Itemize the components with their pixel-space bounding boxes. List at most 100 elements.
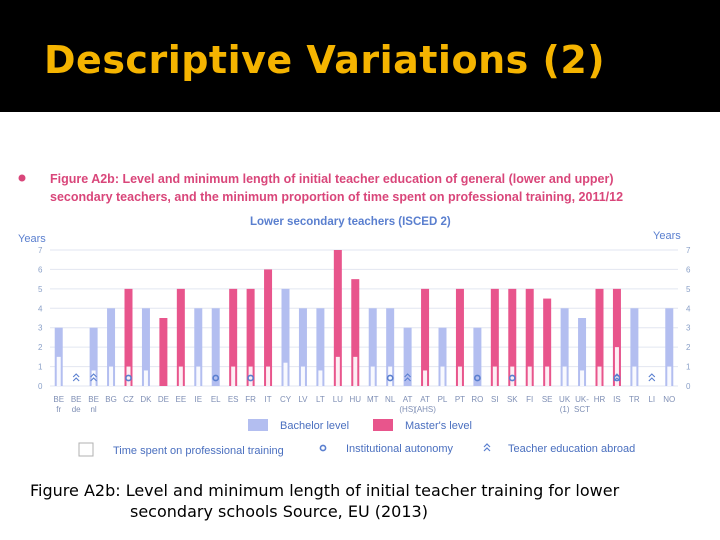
x-category-label: LV (298, 395, 308, 404)
x-category-label: AT (403, 395, 413, 404)
x-category-label: AT (420, 395, 430, 404)
bar-bachelor (560, 308, 569, 386)
bar-bachelor (298, 308, 307, 386)
bar-training (423, 370, 428, 386)
bar-training (457, 366, 462, 386)
bar-bachelor (194, 308, 203, 386)
x-category-label: MT (367, 395, 379, 404)
y-tick-right: 5 (686, 285, 691, 294)
x-category-sublabel: de (72, 405, 81, 414)
chart-title-line1: Figure A2b: Level and minimum length of … (50, 172, 614, 186)
y-tick-left: 6 (38, 265, 43, 274)
x-category-label: BE (71, 395, 82, 404)
x-category-label: IT (265, 395, 272, 404)
y-tick-left: 3 (38, 324, 43, 333)
bars (54, 250, 674, 386)
legend-training-label: Time spent on professional training (113, 445, 284, 457)
x-category-sublabel: (AHS) (414, 405, 436, 414)
legend-bachelor-swatch (248, 419, 268, 431)
x-category-label: IS (613, 395, 621, 404)
bar-bachelor (368, 308, 377, 386)
bar-bachelor (386, 308, 395, 386)
bar-training (492, 366, 497, 386)
x-category-label: BG (105, 395, 117, 404)
bar-master (229, 288, 238, 386)
legend: Bachelor level Master's level Time spent… (78, 419, 635, 457)
bar-master (124, 288, 133, 386)
bar-bachelor (281, 288, 290, 386)
bar-bachelor (665, 308, 674, 386)
y-axis-label-left: Years (18, 233, 46, 245)
caption-line-2: secondary schools Source, EU (2013) (130, 502, 428, 521)
autonomy-marker (212, 374, 220, 382)
autonomy-marker (386, 374, 394, 382)
bar-master (333, 250, 342, 386)
legend-bachelor-label: Bachelor level (280, 420, 349, 432)
bar-bachelor (403, 327, 412, 386)
autonomy-marker (125, 374, 132, 382)
x-category-label: PL (438, 395, 448, 404)
y-tick-left: 7 (38, 246, 43, 255)
y-axis-label-right: Years (653, 230, 681, 242)
bar-training (353, 356, 358, 386)
caption-line-1: Figure A2b: Level and minimum length of … (30, 481, 620, 500)
bar-training (335, 356, 340, 386)
grid (50, 249, 678, 387)
abroad-marker (404, 373, 411, 382)
bar-training (178, 366, 183, 386)
x-category-label: LI (648, 395, 655, 404)
x-category-label: HR (594, 395, 606, 404)
x-category-label: TR (629, 395, 640, 404)
slide-title: Descriptive Variations (2) (44, 38, 606, 82)
bar-training (370, 366, 375, 386)
legend-master-swatch (373, 419, 393, 431)
x-category-label: FI (526, 395, 533, 404)
bar-bachelor (211, 308, 220, 386)
bar-master (421, 288, 430, 386)
figure-caption: Figure A2b: Level and minimum length of … (30, 480, 670, 522)
y-tick-left: 5 (38, 285, 43, 294)
x-category-sublabel: SCT (574, 405, 590, 414)
autonomy-marker (473, 374, 481, 382)
bar-training (614, 347, 619, 386)
abroad-marker (613, 373, 621, 382)
x-category-label: BE (88, 395, 99, 404)
bar-bachelor (630, 308, 639, 386)
y-ticks: 0 0 1 1 2 2 3 3 4 4 5 5 6 6 7 7 (38, 246, 691, 391)
y-tick-left: 1 (38, 363, 43, 372)
x-category-label: SI (491, 395, 499, 404)
bar-bachelor (141, 308, 150, 386)
y-tick-right: 4 (686, 304, 691, 313)
bar-master (159, 318, 168, 386)
x-category-label: ES (228, 395, 239, 404)
bar-master (264, 269, 273, 386)
x-category-sublabel: (HS) (399, 405, 416, 414)
x-category-label: BE (53, 395, 64, 404)
x-category-label: LT (316, 395, 325, 404)
y-tick-right: 3 (686, 324, 691, 333)
x-category-label: EL (211, 395, 221, 404)
x-category-label: UK- (575, 395, 589, 404)
bar-bachelor (578, 318, 587, 386)
bar-training (388, 366, 393, 386)
x-category-sublabel: nl (90, 405, 96, 414)
x-category-label: DK (140, 395, 152, 404)
x-category-label: LU (333, 395, 343, 404)
legend-training-swatch (78, 442, 94, 457)
bar-training (545, 366, 550, 386)
legend-abroad-icon (483, 443, 491, 452)
bar-master (508, 288, 517, 386)
bar-training (510, 366, 515, 386)
x-category-label: HU (349, 395, 361, 404)
bar-training (266, 366, 271, 386)
bar-training (632, 366, 637, 386)
y-tick-right: 0 (686, 382, 691, 391)
bar-training (580, 370, 585, 386)
bar-training (527, 366, 532, 386)
y-tick-left: 4 (38, 304, 43, 313)
bar-bachelor (473, 327, 482, 386)
x-category-label: CZ (123, 395, 134, 404)
x-category-label: CY (280, 395, 292, 404)
bar-training (318, 370, 323, 386)
bar-master (490, 288, 499, 386)
